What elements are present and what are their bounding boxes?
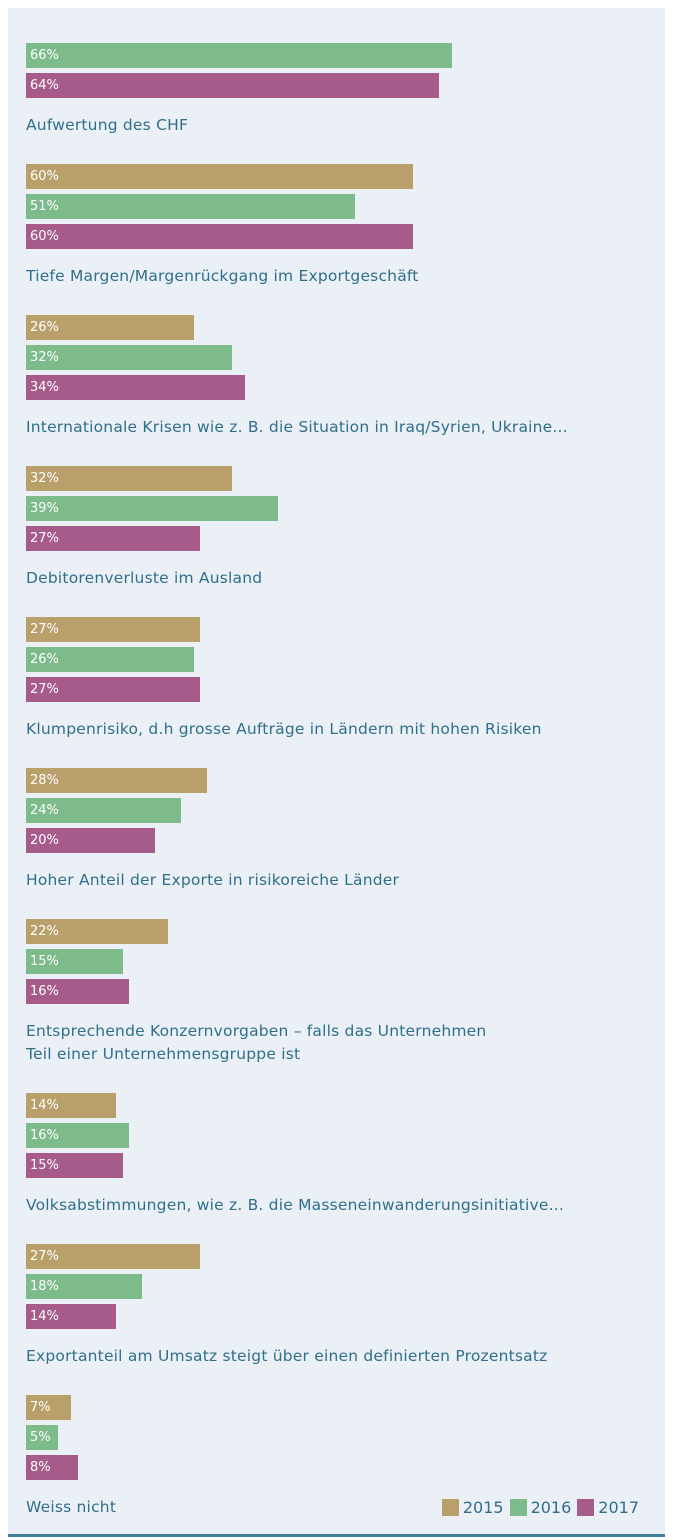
legend-swatch [509,1499,527,1516]
bar [26,768,207,793]
value-label: 26% [30,652,59,667]
bar [26,164,413,189]
bar [26,496,278,521]
bar [26,647,194,672]
value-label: 34% [30,380,59,395]
value-label: 16% [30,984,59,999]
value-label: 66% [30,48,59,63]
value-label: 64% [30,78,59,93]
value-label: 26% [30,320,59,335]
bar [26,43,452,68]
bar [26,1093,117,1118]
bar [26,466,233,491]
value-label: 22% [30,924,59,939]
bar [26,949,123,974]
bar [26,1274,143,1299]
legend: 2015 2016 2017 [441,1496,639,1519]
bar [26,1455,78,1480]
category-label: Weiss nicht [26,1498,117,1516]
value-label: 24% [30,803,59,818]
bar [26,315,194,340]
bar [26,1395,72,1420]
bar [26,375,246,400]
value-label: 16% [30,1128,59,1143]
value-label: 39% [30,501,59,516]
legend-item: 2015 [441,1496,504,1519]
bar [26,1304,117,1329]
value-label: 27% [30,531,59,546]
value-label: 8% [30,1460,51,1475]
value-label: 51% [30,199,59,214]
legend-label: 2015 [462,1498,504,1517]
value-label: 27% [30,682,59,697]
bar [26,345,233,370]
value-label: 20% [30,833,59,848]
value-label: 32% [30,350,59,365]
bar [26,194,355,219]
category-label: Entsprechende Konzernvorgaben – falls da… [26,1022,487,1063]
category-label: Hoher Anteil der Exporte in risikoreiche… [26,871,400,889]
bar [26,1123,130,1148]
value-label: 60% [30,169,59,184]
value-label: 15% [30,1158,59,1173]
bar [26,1425,59,1450]
value-label: 14% [30,1098,59,1113]
bar [26,224,413,249]
category-label: Tiefe Margen/Margenrückgang im Exportges… [26,267,419,285]
bar [26,1153,123,1178]
legend-item: 2016 [509,1496,572,1519]
bar [26,677,201,702]
value-label: 15% [30,954,59,969]
legend-label: 2016 [530,1498,572,1517]
bar [26,73,439,98]
category-label: Volksabstimmungen, wie z. B. die Massene… [26,1196,565,1214]
value-label: 7% [30,1400,51,1415]
value-label: 32% [30,471,59,486]
legend-swatch [577,1499,595,1516]
bar [26,526,201,551]
category-label: Internationale Krisen wie z. B. die Situ… [26,418,568,436]
bar [26,828,155,853]
bar [26,1244,201,1269]
value-label: 5% [30,1430,51,1445]
legend-item: 2017 [577,1496,639,1519]
bar [26,617,201,642]
value-label: 27% [30,1249,59,1264]
category-label: Klumpenrisiko, d.h grosse Aufträge in Lä… [26,720,542,738]
bar [26,919,168,944]
value-label: 14% [30,1309,59,1324]
category-label: Aufwertung des CHF [26,116,189,134]
value-label: 28% [30,773,59,788]
legend-swatch [441,1499,459,1516]
bar [26,979,130,1004]
category-label: Exportanteil am Umsatz steigt über einen… [26,1347,548,1365]
value-label: 27% [30,622,59,637]
bar [26,798,181,823]
legend-label: 2017 [598,1498,639,1517]
value-label: 18% [30,1279,59,1294]
value-label: 60% [30,229,59,244]
category-label: Debitorenverluste im Ausland [26,569,263,587]
